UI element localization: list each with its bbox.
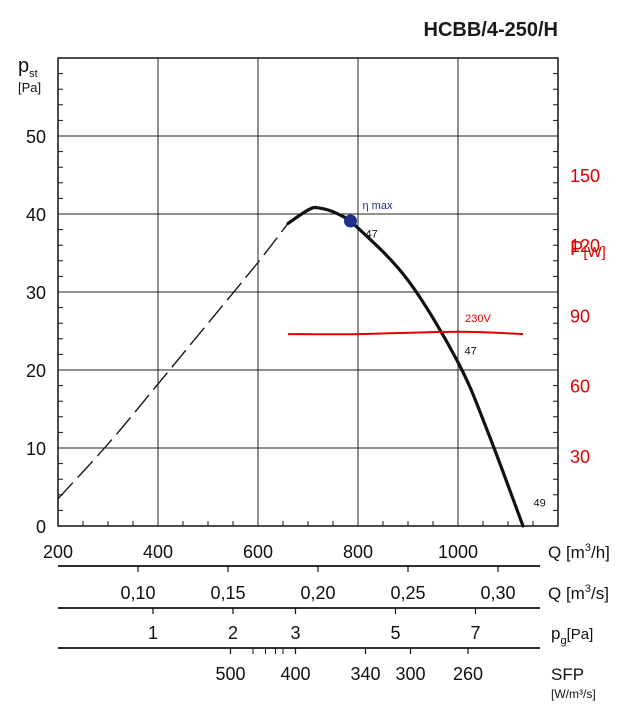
y-tick-label: 40 [26,205,46,225]
scale-tick-label: 0,25 [390,583,425,603]
scale-tick-label: 3 [290,623,300,643]
y-axis-label: pst [18,55,38,80]
x-tick-label: 600 [243,542,273,562]
scale-label: Q [m3/s] [548,583,609,603]
scale-label: pg[Pa] [551,624,593,647]
scale-tick-label: 300 [395,664,425,684]
power-tick-label: 30 [570,447,590,467]
x-tick-label: 400 [143,542,173,562]
scale-tick-label: 0,10 [120,583,155,603]
x-tick-label: 200 [43,542,73,562]
power-tick-label: 60 [570,377,590,397]
scale-tick-label: 0,20 [300,583,335,603]
pressure-curve-dashed [57,222,289,500]
y-axis-unit: [Pa] [18,80,41,95]
scale-tick-label: 340 [350,664,380,684]
secondary-scales: 0,10 0,15 0,20 0,25 0,30 Q [m3/s] 1 2 3 5 7 pg[Pa] 5… [58,565,609,701]
y-tick-label: 50 [26,127,46,147]
power-curve-label: 230V [465,313,491,325]
x-tick-label: 1000 [438,542,478,562]
scale-tick-label: 7 [470,623,480,643]
scale-tick-label: 1 [148,623,158,643]
x-tick-label: 800 [343,542,373,562]
scale-tick-label: 400 [280,664,310,684]
chart-title: HCBB/4-250/H [424,19,558,41]
scale-tick-label: 500 [215,664,245,684]
x-axis-label: Q [m3/h] [548,542,610,562]
power-tick-label: 90 [570,306,590,326]
scale-label-unit: [W/m³/s] [551,687,596,701]
power-axis-label: P[W] [570,238,606,261]
curves: 230V η max 47 47 49 [57,200,546,528]
scale-tick-label: 2 [228,623,238,643]
axes: 200 400 600 800 1000 Q [m3/h] 0 10 20 30 40 50 pst[P… [18,55,610,562]
efficiency-label: 47 [465,345,477,357]
eta-max-label: η max [363,200,393,212]
y-tick-label: 30 [26,283,46,303]
pressure-curve-solid [286,205,525,528]
power-tick-label: 120 [570,236,600,256]
eta-max-point [344,214,357,228]
efficiency-label: 49 [534,498,546,510]
scale-tick-label: 0,30 [480,583,515,603]
scale-tick-label: 260 [453,664,483,684]
power-tick-label: 150 [570,166,600,186]
efficiency-label: 47 [366,228,378,240]
y-tick-label: 0 [36,517,46,537]
scale-tick-label: 5 [390,623,400,643]
power-curve-230v [287,330,524,336]
y-tick-label: 10 [26,439,46,459]
grid [57,57,559,527]
scale-tick-label: 0,15 [210,583,245,603]
y-tick-label: 20 [26,361,46,381]
scale-label: SFP [551,665,584,684]
